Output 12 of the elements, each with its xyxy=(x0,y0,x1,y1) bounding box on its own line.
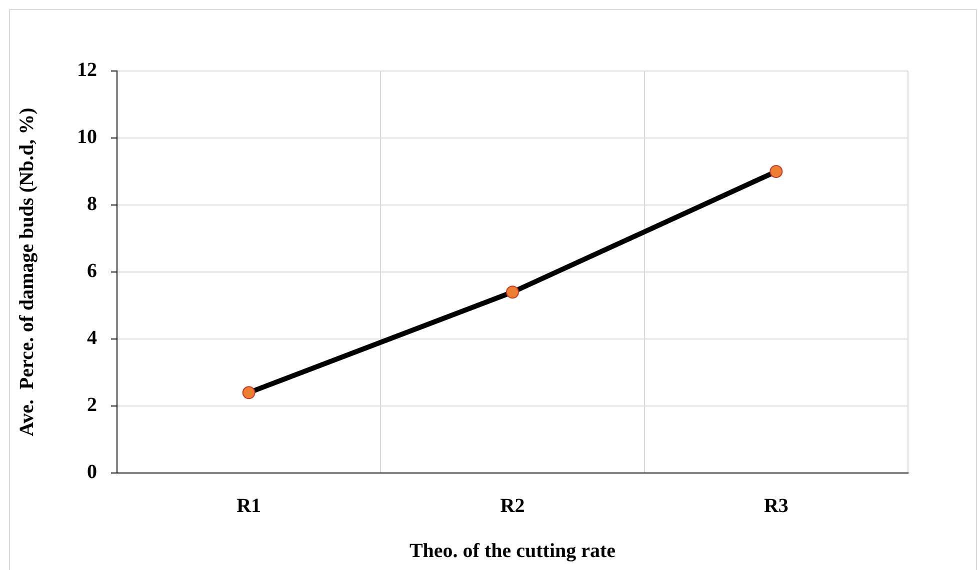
y-tick-label: 6 xyxy=(87,260,97,282)
y-tick-label: 8 xyxy=(87,193,97,216)
y-tick-label: 0 xyxy=(87,461,97,484)
y-tick-label: 10 xyxy=(77,126,97,148)
x-tick-label: R2 xyxy=(500,495,525,518)
x-axis-title: Theo. of the cutting rate xyxy=(409,540,616,562)
y-tick-label: 4 xyxy=(87,327,97,350)
y-axis-title: Ave. Perce. of damage buds (Nb.d, %) xyxy=(16,108,38,436)
y-tick-label: 2 xyxy=(87,394,97,416)
y-tick-label: 12 xyxy=(77,59,97,82)
x-tick-label: R3 xyxy=(764,495,788,518)
x-tick-label: R1 xyxy=(236,495,262,518)
